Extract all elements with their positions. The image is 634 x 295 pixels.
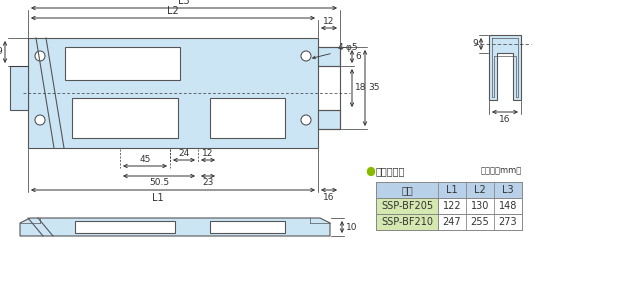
- Text: 148: 148: [499, 201, 517, 211]
- Polygon shape: [489, 35, 521, 100]
- Text: L1: L1: [446, 185, 458, 195]
- Circle shape: [35, 115, 45, 125]
- Text: 12: 12: [323, 17, 335, 26]
- Text: L1: L1: [152, 193, 164, 203]
- Text: 130: 130: [471, 201, 489, 211]
- Bar: [65, 47, 180, 80]
- Text: 16: 16: [323, 193, 335, 202]
- Text: 形式: 形式: [401, 185, 413, 195]
- Bar: [28, 38, 318, 148]
- Bar: [318, 110, 340, 129]
- Bar: [318, 47, 340, 66]
- Bar: [376, 214, 522, 230]
- Text: （単位：mm）: （単位：mm）: [481, 166, 522, 176]
- Polygon shape: [20, 218, 330, 236]
- Text: 35: 35: [368, 83, 380, 93]
- Text: 9: 9: [472, 40, 478, 48]
- Text: L3: L3: [178, 0, 190, 6]
- Text: 18: 18: [355, 83, 366, 93]
- Text: 4-φ5: 4-φ5: [338, 43, 359, 53]
- Text: 24: 24: [178, 149, 190, 158]
- Bar: [210, 98, 285, 138]
- Bar: [376, 214, 438, 230]
- Text: SSP-BF205: SSP-BF205: [381, 201, 433, 211]
- Text: 45: 45: [139, 155, 151, 164]
- Bar: [376, 198, 522, 214]
- Text: SSP-BF210: SSP-BF210: [381, 217, 433, 227]
- Text: L2: L2: [167, 6, 179, 16]
- Text: 部位寸法表: 部位寸法表: [376, 166, 405, 176]
- Text: 10: 10: [346, 222, 358, 232]
- Text: 12: 12: [202, 149, 214, 158]
- Circle shape: [301, 115, 311, 125]
- Bar: [75, 221, 175, 233]
- Text: 50.5: 50.5: [149, 178, 169, 187]
- Bar: [376, 182, 522, 198]
- Text: 273: 273: [499, 217, 517, 227]
- Text: 6: 6: [355, 52, 361, 61]
- Text: L3: L3: [502, 185, 514, 195]
- Text: 23: 23: [202, 178, 214, 187]
- Text: 247: 247: [443, 217, 462, 227]
- Circle shape: [301, 51, 311, 61]
- Bar: [10, 66, 28, 110]
- Text: 9: 9: [0, 47, 2, 57]
- Circle shape: [35, 51, 45, 61]
- Text: L2: L2: [474, 185, 486, 195]
- Bar: [72, 98, 178, 138]
- Text: 122: 122: [443, 201, 462, 211]
- Bar: [210, 221, 285, 233]
- Bar: [376, 198, 438, 214]
- Text: 16: 16: [499, 115, 511, 124]
- Text: 255: 255: [470, 217, 489, 227]
